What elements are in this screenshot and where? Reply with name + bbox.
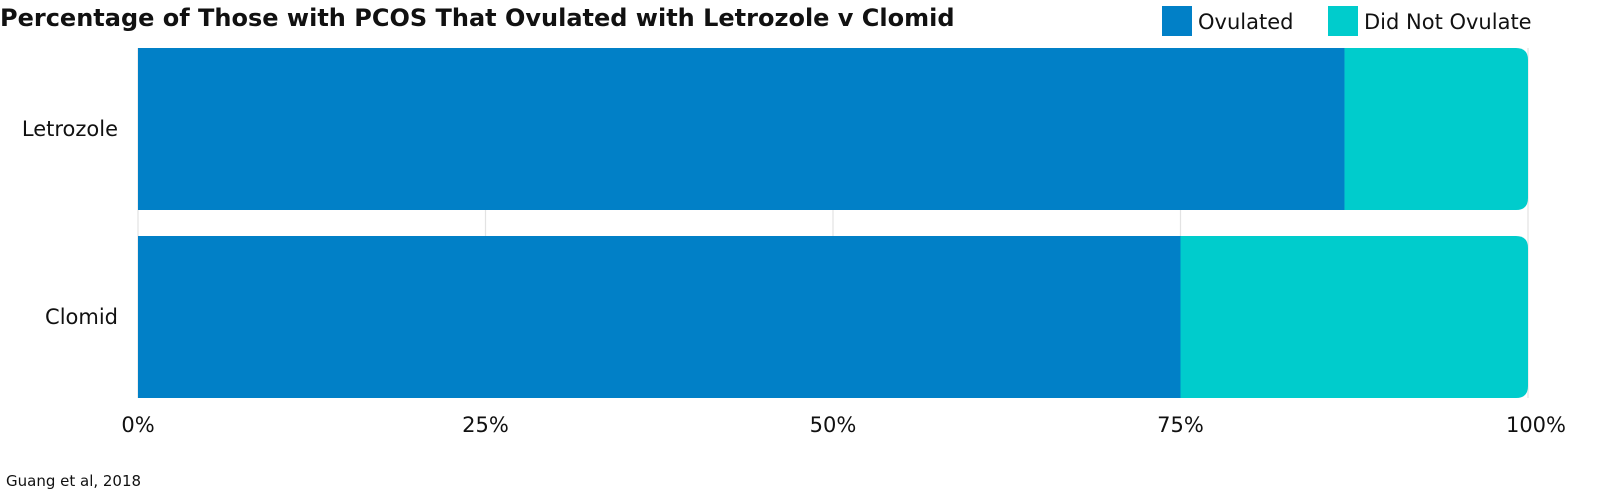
bar-letrozole-ovulated — [138, 48, 1345, 210]
chart-title: Percentage of Those with PCOS That Ovula… — [0, 4, 955, 32]
legend-swatch-did-not-ovulate — [1328, 6, 1358, 36]
bar-layer — [138, 48, 1528, 398]
x-tick-label-50: 50% — [810, 413, 857, 437]
bar-clomid-ovulated — [138, 236, 1181, 398]
legend-label-ovulated: Ovulated — [1198, 10, 1293, 34]
bar-letrozole-did-not-ovulate — [1344, 48, 1528, 210]
category-label-letrozole: Letrozole — [22, 117, 118, 141]
x-tick-label-75: 75% — [1157, 413, 1204, 437]
legend-swatch-ovulated — [1162, 6, 1192, 36]
x-axis: 0% 25% 50% 75% 100% — [121, 413, 1566, 437]
bar-clomid-did-not-ovulate — [1180, 236, 1528, 398]
category-label-clomid: Clomid — [45, 305, 118, 329]
category-labels: Letrozole Clomid — [22, 117, 118, 329]
x-tick-label-0: 0% — [121, 413, 154, 437]
x-tick-label-25: 25% — [462, 413, 509, 437]
source-note: Guang et al, 2018 — [6, 472, 141, 490]
legend-label-did-not-ovulate: Did Not Ovulate — [1364, 10, 1532, 34]
legend: Ovulated Did Not Ovulate — [1162, 6, 1532, 36]
x-tick-label-100: 100% — [1506, 413, 1566, 437]
